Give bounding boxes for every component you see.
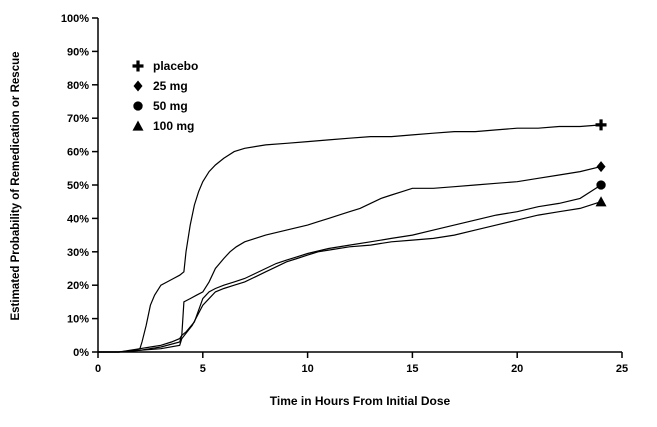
legend-label: 100 mg: [153, 118, 195, 133]
series-line-placebo: [98, 124, 602, 353]
legend-label: placebo: [153, 58, 199, 73]
diamond-icon: [133, 80, 143, 91]
triangle-icon: [595, 196, 607, 207]
series-line-100-mg: [98, 201, 602, 353]
y-tick-label: 50%: [67, 180, 89, 192]
y-tick-label: 20%: [67, 280, 89, 292]
legend-item-50-mg: 50 mg: [130, 97, 198, 114]
y-tick-label: 0%: [73, 347, 89, 359]
series-line-25-mg: [98, 166, 602, 353]
y-tick-label: 60%: [67, 147, 89, 159]
y-tick-label: 70%: [67, 113, 89, 125]
y-tick-label: 30%: [67, 247, 89, 259]
y-tick-label: 40%: [67, 213, 89, 225]
y-tick-label: 10%: [67, 314, 89, 326]
y-tick-label: 80%: [67, 80, 89, 92]
y-tick-label: 100%: [61, 13, 89, 25]
plus-icon: [132, 60, 144, 71]
circle-icon: [133, 100, 143, 111]
x-tick-label: 5: [200, 363, 206, 375]
diamond-icon: [133, 80, 143, 91]
x-tick-label: 10: [301, 363, 313, 375]
circle-icon: [133, 100, 143, 111]
legend-item-100-mg: 100 mg: [130, 117, 198, 134]
plus-icon: [595, 119, 607, 131]
series-line-50-mg: [98, 184, 602, 353]
plus-icon: [132, 60, 144, 71]
x-tick-label: 25: [616, 363, 628, 375]
diamond-icon: [596, 161, 606, 173]
legend-label: 50 mg: [153, 98, 188, 113]
y-tick-label: 90%: [67, 46, 89, 58]
circle-icon: [596, 180, 606, 190]
legend-item-placebo: placebo: [130, 57, 198, 74]
triangle-icon: [132, 120, 144, 131]
legend-label: 25 mg: [153, 78, 188, 93]
legend: placebo 25 mg 50 mg 100 mg: [130, 57, 198, 134]
x-tick-label: 0: [95, 363, 101, 375]
x-axis-label: Time in Hours From Initial Dose: [269, 394, 451, 408]
x-tick-label: 20: [511, 363, 523, 375]
y-axis-label: Estimated Probability of Remedication or…: [10, 51, 22, 321]
legend-item-25-mg: 25 mg: [130, 77, 198, 94]
triangle-icon: [132, 120, 144, 131]
x-tick-label: 15: [406, 363, 418, 375]
